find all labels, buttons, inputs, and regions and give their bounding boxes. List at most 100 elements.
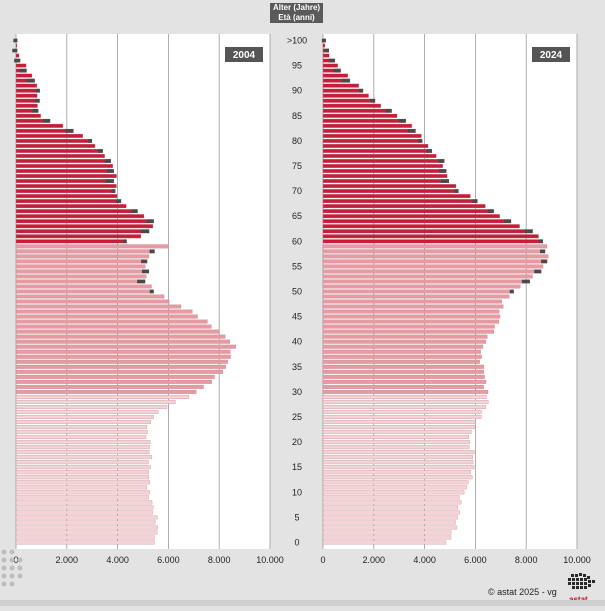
age-tick-label: 40 — [292, 337, 302, 347]
age-bar — [15, 279, 146, 284]
age-bar — [322, 244, 548, 249]
age-bar — [15, 389, 197, 394]
age-bar — [15, 379, 212, 384]
age-tick-label: 95 — [292, 61, 302, 71]
age-tick-label: 55 — [292, 261, 302, 271]
age-bar — [322, 349, 481, 354]
age-bar — [15, 515, 158, 520]
age-bar — [322, 143, 429, 148]
age-bar — [15, 239, 127, 244]
surplus-bar — [504, 219, 512, 224]
age-bar — [15, 374, 215, 379]
age-bar — [15, 490, 150, 495]
age-bar — [322, 334, 488, 339]
age-bar — [322, 540, 447, 545]
surplus-bar — [26, 78, 35, 83]
age-bar — [15, 179, 114, 184]
age-bar — [15, 108, 39, 113]
age-bar — [15, 264, 146, 269]
age-bar — [322, 329, 494, 334]
surplus-bar — [538, 239, 543, 244]
age-bar — [322, 164, 443, 168]
surplus-bar — [149, 289, 154, 294]
age-bar — [322, 500, 462, 505]
x-tick-label: 10.000 — [256, 555, 284, 565]
surplus-bar — [540, 249, 546, 254]
surplus-bar — [12, 48, 18, 53]
age-bar — [15, 329, 220, 334]
age-bar — [15, 164, 114, 168]
age-bar — [322, 113, 398, 118]
x-tick-label: 8.000 — [208, 555, 231, 565]
age-bar — [15, 525, 158, 530]
age-bar — [322, 249, 546, 254]
age-bar — [15, 520, 156, 525]
age-axis-title-line2: Età (anni) — [278, 13, 315, 22]
age-bar — [15, 154, 105, 158]
age-bar — [15, 229, 150, 234]
age-bar — [15, 159, 112, 163]
age-bar — [322, 304, 504, 309]
age-bar — [322, 410, 482, 414]
surplus-bar — [534, 269, 542, 274]
age-bar — [15, 460, 149, 465]
age-bar — [322, 384, 484, 389]
age-bar — [15, 294, 165, 299]
age-bar — [15, 284, 152, 289]
age-bar — [15, 455, 152, 460]
age-bar — [15, 425, 147, 429]
surplus-bar — [141, 259, 148, 264]
age-bar — [322, 254, 549, 259]
surplus-bar — [385, 108, 392, 113]
age-bar — [15, 133, 84, 138]
age-bar — [15, 415, 154, 419]
age-bar — [322, 425, 475, 429]
age-bar — [322, 374, 485, 379]
age-bar — [322, 369, 484, 374]
age-bar — [322, 359, 480, 364]
x-tick-label: 6.000 — [157, 555, 180, 565]
age-bar — [15, 334, 226, 339]
age-bar — [322, 279, 531, 284]
age-bar — [322, 224, 520, 229]
copyright-symbol: © — [488, 587, 495, 597]
footer-credit: © astat 2025 - vg — [488, 587, 557, 597]
surplus-bar — [438, 159, 445, 163]
age-bar — [322, 199, 478, 204]
age-tick-label: 60 — [292, 236, 302, 246]
x-tick-label: 2.000 — [56, 555, 79, 565]
age-bar — [322, 309, 500, 314]
age-bar — [15, 194, 118, 199]
age-bar — [15, 269, 150, 274]
age-bar — [322, 455, 473, 460]
age-bar — [15, 500, 153, 505]
age-bar — [322, 430, 472, 435]
age-bar — [322, 128, 416, 133]
age-bar — [322, 284, 521, 289]
age-bar — [15, 445, 150, 450]
age-bar — [15, 435, 147, 440]
age-tick-label: 30 — [292, 387, 302, 397]
age-bar — [322, 179, 450, 184]
age-bar — [15, 485, 148, 490]
surplus-bar — [418, 139, 423, 143]
age-bar — [15, 274, 147, 279]
age-bar — [15, 505, 154, 510]
age-axis-title-line1: Alter (Jahre) — [272, 3, 321, 12]
age-bar — [15, 214, 145, 219]
age-bar — [322, 394, 487, 399]
age-bar — [322, 118, 406, 123]
age-bar — [322, 63, 338, 68]
age-bar — [322, 399, 489, 404]
astat-logo-text: astat — [569, 595, 588, 604]
surplus-bar — [524, 229, 533, 234]
age-bar — [322, 515, 458, 520]
age-bar — [15, 93, 38, 98]
age-bar — [322, 450, 475, 455]
age-tick-label: >100 — [287, 36, 307, 46]
age-bar — [15, 83, 38, 88]
age-bar — [322, 133, 422, 138]
surplus-bar — [341, 78, 350, 83]
bottom-border — [0, 600, 605, 606]
age-bar — [322, 88, 364, 93]
